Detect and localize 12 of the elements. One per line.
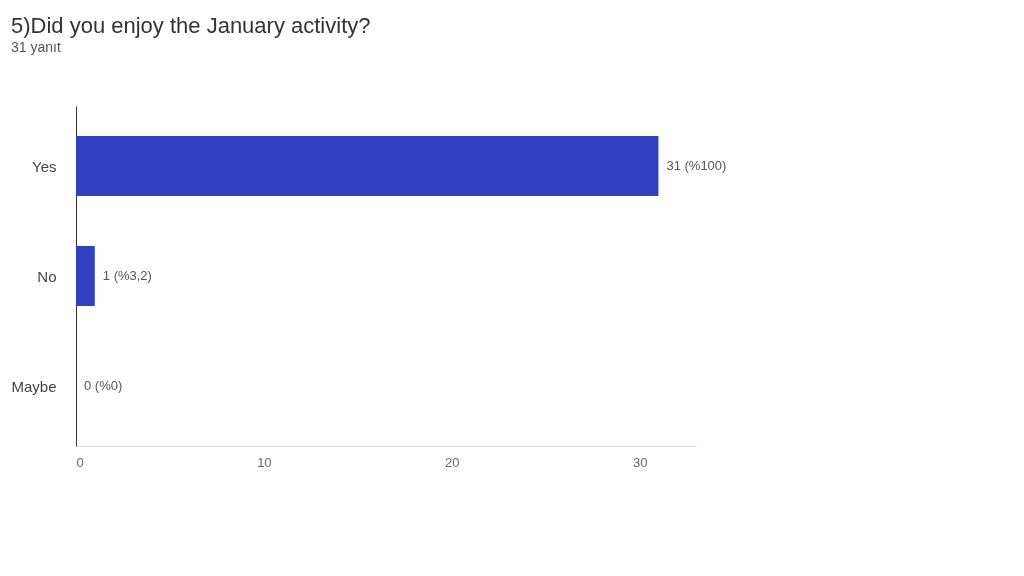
x-tick-label: 20 bbox=[445, 454, 460, 470]
x-tick-label: 30 bbox=[632, 454, 648, 470]
data-label: 1 (%3,2) bbox=[102, 268, 152, 283]
data-label: 0 (%0) bbox=[84, 378, 123, 393]
x-tick-label: 0 bbox=[76, 454, 84, 470]
chart-subtitle: 31 yanıt bbox=[10, 39, 61, 55]
data-label: 31 (%100) bbox=[666, 158, 727, 173]
y-tick-label: Maybe bbox=[11, 377, 57, 395]
y-tick-label: Yes bbox=[32, 157, 57, 175]
x-tick-label: 10 bbox=[257, 454, 272, 470]
chart-title: 5)Did you enjoy the January activity? bbox=[10, 13, 371, 38]
y-tick-label: No bbox=[37, 267, 57, 285]
